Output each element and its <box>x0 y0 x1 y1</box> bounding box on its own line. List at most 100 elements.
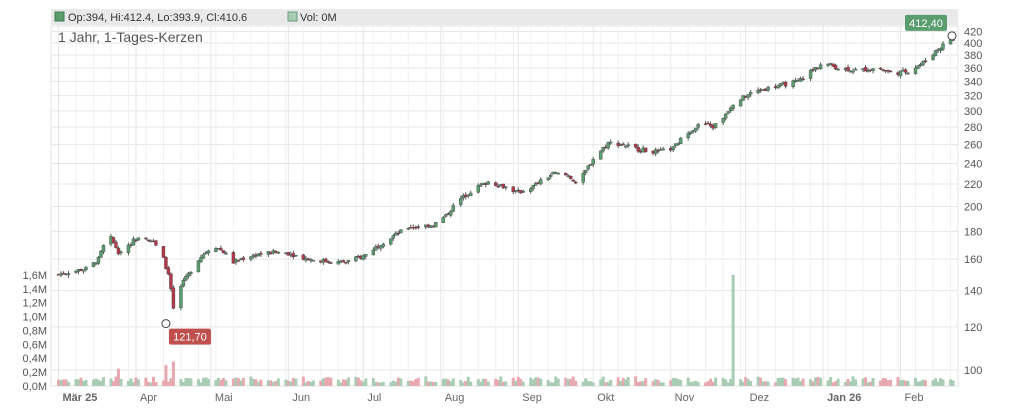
volume-bar <box>569 378 573 386</box>
volume-tick-label: 1,4M <box>23 284 47 296</box>
volume-bar <box>379 382 383 386</box>
candle-body <box>591 159 595 165</box>
candle-body <box>731 104 735 109</box>
volume-bar <box>816 377 820 386</box>
volume-tick-label: 0,0M <box>23 381 47 393</box>
volume-bar <box>181 382 185 386</box>
volume-bar <box>444 378 448 386</box>
volume-bar <box>204 377 208 386</box>
candle-body <box>726 111 730 114</box>
volume-bar <box>399 378 403 386</box>
volume-bar <box>189 378 193 386</box>
candle-body <box>324 258 328 262</box>
candle-body <box>84 266 88 271</box>
candle-body <box>676 143 680 145</box>
volume-bar <box>134 377 138 386</box>
volume-bar <box>409 380 413 386</box>
volume-bar <box>871 378 875 386</box>
candle-body <box>161 246 166 258</box>
candle-body <box>219 247 223 251</box>
volume-bar <box>374 381 378 386</box>
candle-body <box>199 257 203 262</box>
volume-bar <box>601 376 605 386</box>
volume-bar <box>99 381 103 386</box>
candle-body <box>391 235 396 239</box>
candle-body <box>184 276 188 281</box>
candle-body <box>584 169 588 173</box>
volume-bar <box>321 378 325 386</box>
volume-bar <box>146 381 150 386</box>
volume-bar <box>714 377 718 386</box>
volume-bar <box>919 381 923 386</box>
volume-bar <box>344 379 348 386</box>
volume-bar <box>869 381 873 386</box>
price-tick-label: 260 <box>964 140 982 152</box>
candle-body <box>898 70 903 76</box>
volume-bar <box>494 378 498 386</box>
volume-bar <box>154 382 158 386</box>
volume-bar <box>319 380 323 386</box>
volume-bar <box>276 378 280 386</box>
volume-bar <box>556 378 560 386</box>
candle-body <box>688 131 693 134</box>
volume-bar <box>411 381 415 386</box>
volume-bar <box>201 377 205 386</box>
volume-bar <box>616 377 620 386</box>
candle-body <box>241 257 246 260</box>
volume-bar <box>59 379 63 386</box>
volume-bar <box>529 377 533 386</box>
candle-body <box>81 269 86 272</box>
volume-bar <box>184 377 188 386</box>
candle-body <box>476 185 480 193</box>
volume-bar <box>634 376 638 386</box>
chart-subtitle: 1 Jahr, 1-Tages-Kerzen <box>58 29 203 45</box>
candle-body <box>371 249 376 256</box>
volume-bar <box>554 376 558 386</box>
candle-body <box>653 149 658 154</box>
volume-bar <box>371 378 375 386</box>
volume-bar <box>844 382 848 386</box>
volume-bar <box>896 377 900 386</box>
candle-body <box>671 146 675 150</box>
volume-bar <box>606 381 610 386</box>
volume-bar <box>584 378 588 386</box>
low-price-label: 121,70 <box>173 332 207 344</box>
volume-bar <box>339 382 343 386</box>
volume-bar <box>831 382 835 386</box>
candle-body <box>126 244 131 253</box>
volume-bar <box>849 381 853 386</box>
volume-bar <box>426 381 430 386</box>
volume-bar <box>836 378 840 386</box>
volume-bar <box>639 381 643 386</box>
candle-body <box>748 92 753 95</box>
volume-bar <box>729 378 733 386</box>
volume-bar <box>861 378 865 386</box>
volume-bar <box>119 378 123 386</box>
volume-bar <box>624 379 628 386</box>
price-tick-label: 140 <box>964 286 982 298</box>
candle-body <box>496 186 500 188</box>
volume-bar <box>659 382 663 386</box>
volume-bar <box>679 379 683 386</box>
volume-bar <box>171 361 175 386</box>
volume-bar <box>301 376 305 386</box>
price-tick-label: 400 <box>964 38 982 50</box>
volume-bar <box>674 377 678 386</box>
volume-bar <box>164 365 168 386</box>
candle-body <box>99 250 103 258</box>
volume-bar <box>549 382 553 386</box>
volume-bar <box>256 381 260 386</box>
volume-bar <box>886 380 890 386</box>
candle-body <box>616 142 620 147</box>
last-price-marker <box>947 31 957 41</box>
candle-body <box>164 257 168 269</box>
candle-body <box>406 228 411 230</box>
volume-bar <box>481 378 485 386</box>
volume-bar <box>199 382 203 386</box>
volume-bar <box>724 379 728 386</box>
volume-bar <box>329 377 333 386</box>
volume-bar <box>396 377 400 386</box>
volume-bar <box>709 378 713 386</box>
volume-bar <box>441 378 445 386</box>
candle-body <box>529 188 533 192</box>
